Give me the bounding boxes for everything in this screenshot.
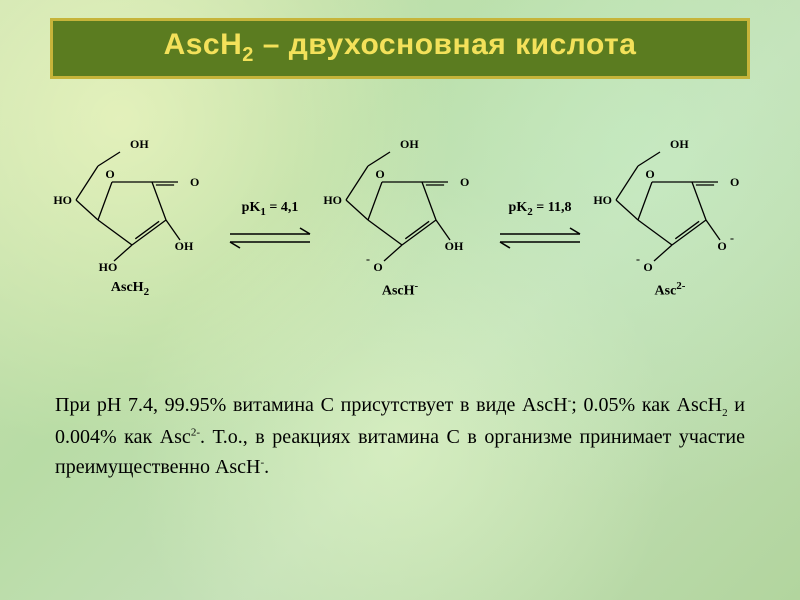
svg-text:OH: OH: [400, 137, 419, 151]
svg-text:-: -: [366, 252, 370, 266]
svg-text:O: O: [460, 175, 469, 189]
svg-text:OH: OH: [670, 137, 689, 151]
svg-text:O: O: [373, 260, 382, 274]
svg-text:OH: OH: [175, 239, 194, 253]
pk-label-0: pK1 = 4,1: [220, 200, 320, 218]
svg-text:O: O: [717, 239, 726, 253]
svg-text:HO: HO: [323, 193, 342, 207]
slide-title: AscH2 – двухосновная кислота: [50, 18, 750, 79]
molecule-1: OOOHHOOHO-AscH-: [310, 130, 490, 280]
svg-text:HO: HO: [593, 193, 612, 207]
molecule-2: OOOHHOO-O-Asc2-: [580, 130, 760, 280]
svg-text:O: O: [190, 175, 199, 189]
svg-text:O: O: [730, 175, 739, 189]
reaction-scheme: OOOHHOOHHOAscH2OOOHHOOHO-AscH-OOOHHOO-O-…: [40, 130, 760, 320]
svg-text:OH: OH: [130, 137, 149, 151]
molecule-0: OOOHHOOHHOAscH2: [40, 130, 220, 280]
description-text: При рН 7.4, 99.95% витамина С присутству…: [55, 390, 745, 482]
svg-text:-: -: [636, 252, 640, 266]
title-text: AscH2 – двухосновная кислота: [164, 28, 637, 61]
svg-text:O: O: [375, 167, 384, 181]
svg-text:HO: HO: [53, 193, 72, 207]
svg-text:OH: OH: [445, 239, 464, 253]
svg-text:HO: HO: [99, 260, 118, 274]
molecule-label-2: Asc2-: [580, 280, 760, 300]
svg-text:O: O: [645, 167, 654, 181]
svg-text:O: O: [643, 260, 652, 274]
equilibrium-arrow-1: pK2 = 11,8: [490, 200, 590, 257]
svg-text:O: O: [105, 167, 114, 181]
molecule-label-0: AscH2: [40, 280, 220, 298]
svg-text:-: -: [730, 231, 734, 245]
equilibrium-arrow-0: pK1 = 4,1: [220, 200, 320, 257]
molecule-label-1: AscH-: [310, 280, 490, 300]
pk-label-1: pK2 = 11,8: [490, 200, 590, 218]
